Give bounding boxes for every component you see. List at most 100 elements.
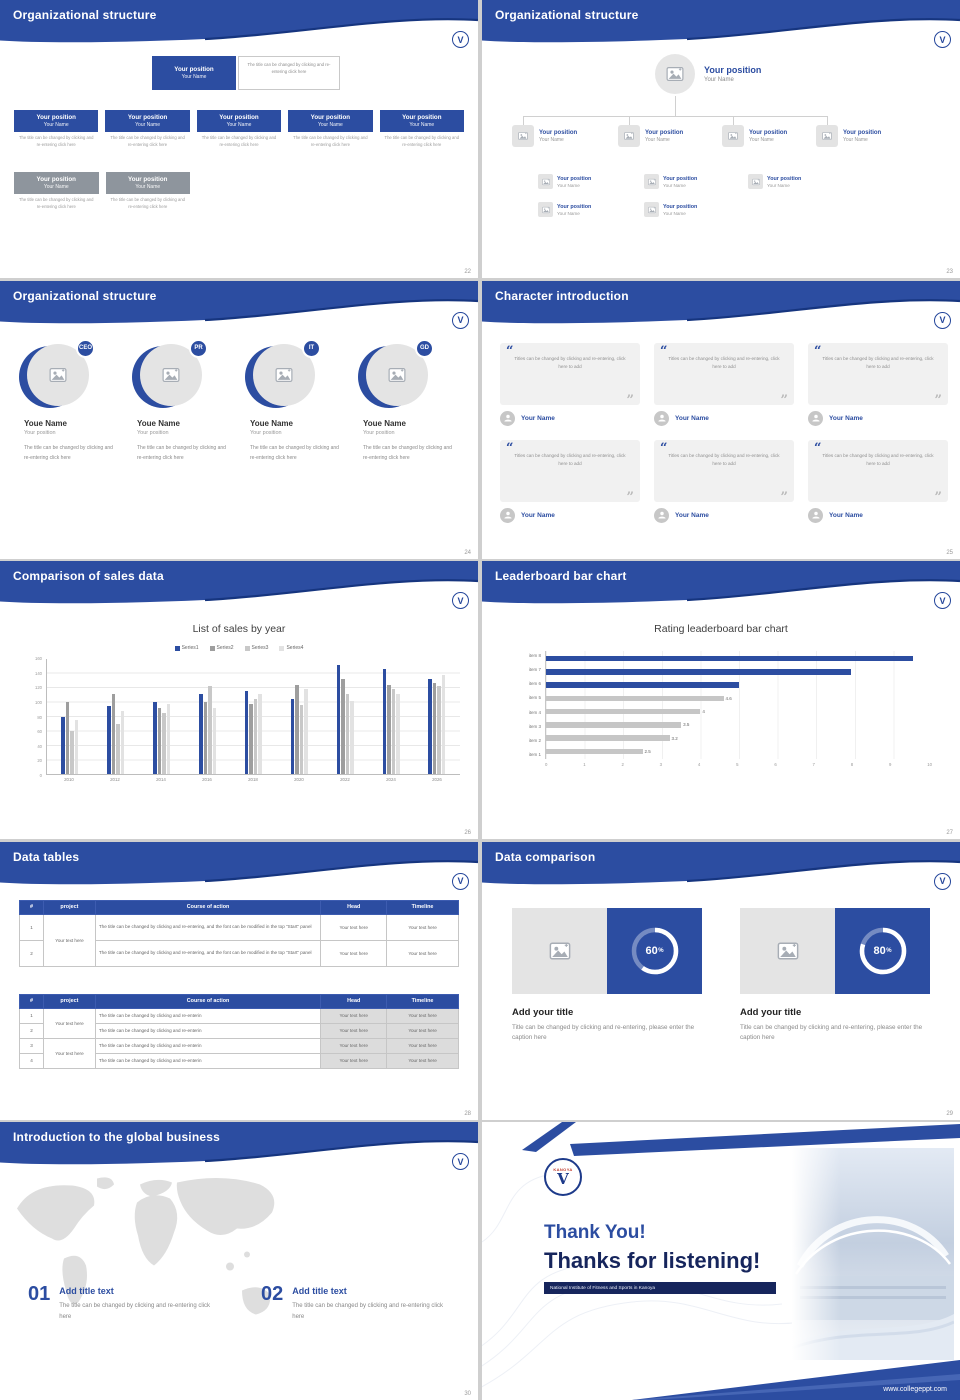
page-number: 22 xyxy=(464,269,471,275)
category-label: item 1 xyxy=(528,751,541,757)
category-label: item 8 xyxy=(528,653,541,658)
comparison-card: 80% Add your title Title can be changed … xyxy=(740,907,930,1043)
donut-chart: 80% xyxy=(835,907,930,994)
team-members: CEO Youe Name Your position The title ca… xyxy=(19,338,464,464)
org-node: Your position Your Name The title can be… xyxy=(14,110,99,148)
legend-swatch xyxy=(279,645,285,651)
category-label: item 6 xyxy=(528,681,541,687)
bar xyxy=(61,716,65,774)
team-member-card: PR Youe Name Your position The title can… xyxy=(132,338,238,464)
col-header: # xyxy=(19,899,44,915)
cell-timeline: Your text here xyxy=(386,939,459,967)
member-position: Your position xyxy=(137,429,169,436)
card-caption: Title can be changed by clicking and re-… xyxy=(740,1023,923,1041)
slide-26[interactable]: Comparison of sales data V List of sales… xyxy=(0,561,478,839)
logo-letter: V xyxy=(457,876,464,886)
slide-25[interactable]: Character introduction V “ Titles can be… xyxy=(482,280,960,559)
legend-swatch xyxy=(174,645,180,651)
quote-text: Titles can be changed by clicking and re… xyxy=(514,355,626,370)
card-title: Add your title xyxy=(512,1006,574,1018)
slide-30[interactable]: Introduction to the global business V 01 xyxy=(0,1122,478,1400)
member-note: The title can be changed by clicking and… xyxy=(24,444,113,462)
bar-row: 4.6 xyxy=(546,693,932,704)
member-name: Youe Name xyxy=(363,418,406,428)
person-icon xyxy=(808,507,823,523)
bar xyxy=(157,707,162,774)
slide-22[interactable]: Organizational structure V Your position… xyxy=(0,0,478,278)
title-items: 01 Add title text The title can be chang… xyxy=(28,1284,446,1322)
x-tick-label: 4 xyxy=(697,762,701,767)
y-tick-label: 0 xyxy=(39,773,42,778)
category-label: item 5 xyxy=(528,695,541,701)
org-note: The title can be changed by clicking and… xyxy=(110,197,186,209)
org-name: Your Name xyxy=(539,136,564,143)
quote-card-cell: “ Titles can be changed by clicking and … xyxy=(808,439,948,523)
slide-24[interactable]: Organizational structure V CEO Youe Name… xyxy=(0,280,478,559)
avatar: IT xyxy=(245,338,321,411)
slide-title: Leaderboard bar chart xyxy=(495,569,627,583)
col-header: Timeline xyxy=(386,899,459,915)
school-logo-icon: V xyxy=(452,592,469,609)
header-wave xyxy=(0,1122,478,1165)
horizontal-bar-chart: item 8 item 7 item 6 item 5 item 4 item 3 item… xyxy=(518,651,932,767)
close-quote-icon: ” xyxy=(934,392,942,408)
bar xyxy=(546,722,682,728)
logo-letter: V xyxy=(457,315,464,325)
slide-28[interactable]: Data tables V # project Course of action… xyxy=(0,841,478,1120)
quote-card-cell: “ Titles can be changed by clicking and … xyxy=(654,439,794,523)
member-note: The title can be changed by clicking and… xyxy=(250,444,339,462)
person-icon xyxy=(500,507,515,523)
org-box: Your position Your Name xyxy=(14,110,99,132)
person-icon xyxy=(654,410,669,426)
org-node: Your position Your Name xyxy=(816,125,881,147)
bar-value-label: 3.5 xyxy=(683,722,690,728)
role-badge: PR xyxy=(189,338,208,358)
close-quote-icon: ” xyxy=(626,392,634,408)
role-badge: CEO xyxy=(76,338,95,358)
org-position: Your position xyxy=(127,114,168,121)
org-note: The title can be changed by clicking and… xyxy=(110,135,185,147)
logo-letter: V xyxy=(939,34,946,45)
x-tick-label: 10 xyxy=(927,762,932,767)
org-position: Your position xyxy=(557,175,592,182)
bar xyxy=(387,684,391,774)
x-tick-label: 2010 xyxy=(64,777,74,782)
page-number: 28 xyxy=(464,1110,471,1117)
bar xyxy=(111,693,116,774)
slide-29[interactable]: Data comparison V 60% Add your title Tit… xyxy=(482,841,960,1120)
slide-31-thank-you[interactable]: KANOYA V Thank You! Thanks for listening… xyxy=(482,1122,960,1400)
bar xyxy=(203,702,208,774)
slide-23[interactable]: Organizational structure V Your position… xyxy=(482,0,960,278)
bar xyxy=(396,693,400,774)
bar xyxy=(290,699,295,774)
y-tick-label: 80 xyxy=(37,714,42,720)
logo-letter: V xyxy=(939,876,946,886)
slide-title: Character introduction xyxy=(495,288,629,303)
data-table-a: # project Course of action Head Timeline… xyxy=(19,899,459,967)
org-name: Your Name xyxy=(557,182,580,188)
open-quote-icon: “ xyxy=(506,343,514,359)
col-header: Head xyxy=(320,899,388,915)
cell-head: Your text here xyxy=(320,913,388,941)
bar xyxy=(546,669,851,675)
y-tick-label: 140 xyxy=(35,670,42,676)
quote-card: “ Titles can be changed by clicking and … xyxy=(654,342,794,408)
cell-course: The title can be changed by clicking and… xyxy=(94,939,322,967)
org-position: Your position xyxy=(310,114,351,121)
org-position: Your position xyxy=(663,175,698,182)
bar xyxy=(546,655,913,662)
x-tick-label: 2 xyxy=(621,762,624,767)
member-note: The title can be changed by clicking and… xyxy=(363,444,452,462)
slide-27[interactable]: Leaderboard bar chart V Rating leaderboa… xyxy=(482,561,960,839)
school-logo-icon: V xyxy=(934,872,951,890)
org-note: The title can be changed by clicking and… xyxy=(293,135,368,147)
org-box: Your position Your Name xyxy=(14,172,99,194)
website-link[interactable]: www.collegeppt.com xyxy=(883,1386,947,1393)
quote-card: “ Titles can be changed by clicking and … xyxy=(808,342,948,408)
x-tick-label: 7 xyxy=(812,762,815,767)
avatar: GD xyxy=(358,338,434,411)
person-icon xyxy=(654,507,669,523)
person-name: Your Name xyxy=(675,511,709,519)
org-position: Your position xyxy=(36,176,76,183)
